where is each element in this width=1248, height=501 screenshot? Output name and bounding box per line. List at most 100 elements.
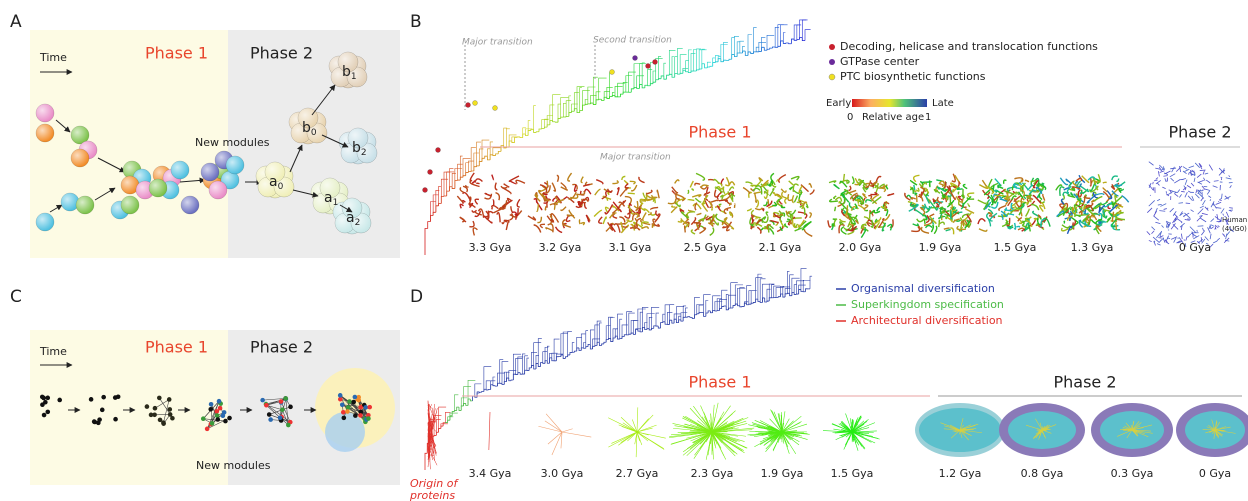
structure-strand: [1210, 201, 1215, 208]
structure-strand: [1194, 162, 1201, 168]
structure-strand: [841, 194, 850, 203]
structure-strand: [722, 186, 726, 195]
structure-strand: [753, 192, 758, 203]
structure-edge: [781, 415, 802, 433]
structure-strand: [1114, 211, 1126, 221]
structure-edge: [1214, 429, 1219, 436]
structure-edge: [711, 426, 735, 433]
tree-branch: [594, 324, 599, 347]
structure-strand: [1169, 173, 1176, 178]
annotation: Major transition: [600, 153, 671, 163]
tree-branch: [601, 343, 604, 346]
tree-branch: [725, 294, 729, 306]
age-label: 2.1 Gya: [759, 241, 802, 254]
structure-strand: [856, 181, 861, 185]
structure-strand: [1190, 209, 1194, 213]
structure-strand: [910, 196, 916, 201]
structure-strand: [870, 219, 874, 228]
network-node: [204, 426, 210, 432]
structure-strand: [1161, 225, 1164, 228]
tree-branch: [587, 86, 596, 105]
structure-edge: [949, 424, 961, 431]
network-edge: [280, 401, 291, 423]
structure-strand: [937, 186, 947, 193]
tree-branch: [800, 268, 807, 290]
structure-strand: [766, 200, 773, 208]
age-label: 0.3 Gya: [1111, 467, 1154, 480]
structure-edge: [636, 427, 653, 433]
structure-strand: [1092, 212, 1098, 215]
structure-strand: [704, 215, 709, 220]
structure-edge: [547, 431, 563, 445]
tree-branch: [655, 312, 659, 326]
tree-branch: [503, 381, 507, 385]
structure-strand: [1177, 240, 1183, 244]
structure-edge: [710, 414, 713, 433]
tree-branch: [459, 155, 463, 181]
tree-branch: [720, 44, 728, 59]
tree-branch: [671, 74, 675, 78]
structure-strand: [715, 213, 725, 223]
tree-branch: [568, 95, 572, 117]
structure-edge: [950, 429, 961, 439]
structure-strand: [683, 225, 686, 233]
structure-strand: [1214, 216, 1221, 221]
structure-strand: [1059, 186, 1065, 197]
module-base: b: [302, 120, 311, 136]
tree-branch: [474, 396, 478, 398]
tree-branch: [440, 425, 444, 429]
structure-strand: [1222, 168, 1225, 173]
structure-strand: [728, 211, 733, 216]
structure-strand: [484, 192, 492, 197]
tree-branch: [673, 318, 677, 324]
structure-strand: [1078, 210, 1083, 216]
tree-branch: [551, 352, 558, 358]
tree-branch: [524, 355, 528, 375]
structure-strand: [495, 191, 501, 201]
tree-branch: [791, 38, 795, 44]
structure-edge: [959, 418, 964, 431]
tree-branch: [784, 293, 788, 298]
structure-strand: [914, 192, 918, 196]
structure-strand: [709, 201, 714, 209]
tree-branch: [651, 307, 660, 330]
structure-strand: [550, 218, 555, 223]
structure-strand: [945, 195, 948, 200]
sphere-shine: [201, 163, 219, 181]
structure-strand: [652, 197, 656, 204]
structure-strand: [919, 206, 926, 216]
tree-branch: [660, 75, 664, 79]
structure-strand: [502, 187, 512, 195]
network-node: [223, 418, 228, 424]
tree-branch: [777, 45, 781, 48]
structure-edge: [538, 425, 563, 433]
structure-strand: [1080, 205, 1083, 210]
structure-strand: [562, 223, 572, 228]
structure-strand: [1037, 182, 1047, 191]
structure-strand: [871, 196, 882, 205]
structure-edge: [697, 420, 713, 433]
tree-branch: [537, 338, 542, 364]
structure-strand: [956, 186, 963, 191]
tree-branch: [728, 294, 737, 310]
structure-strand: [694, 202, 698, 211]
structure-strand: [713, 178, 720, 185]
structure-strand: [785, 210, 790, 215]
network-node: [152, 405, 158, 411]
tree-branch: [592, 338, 601, 350]
network-node: [220, 413, 226, 419]
structure-strand: [714, 186, 723, 194]
structure-strand: [1162, 186, 1166, 189]
structure-edge: [1131, 429, 1153, 434]
structure-strand: [566, 214, 575, 217]
tree-branch: [605, 339, 609, 343]
tree-branch: [746, 303, 749, 306]
tree-branch: [528, 367, 532, 371]
structure-strand: [945, 228, 951, 232]
tree-branch: [436, 419, 441, 436]
structure-strand: [1155, 177, 1159, 180]
tree-branch: [644, 84, 648, 88]
tree-branch: [685, 307, 688, 318]
tree-branch: [750, 302, 754, 305]
tree-branch: [571, 342, 575, 353]
